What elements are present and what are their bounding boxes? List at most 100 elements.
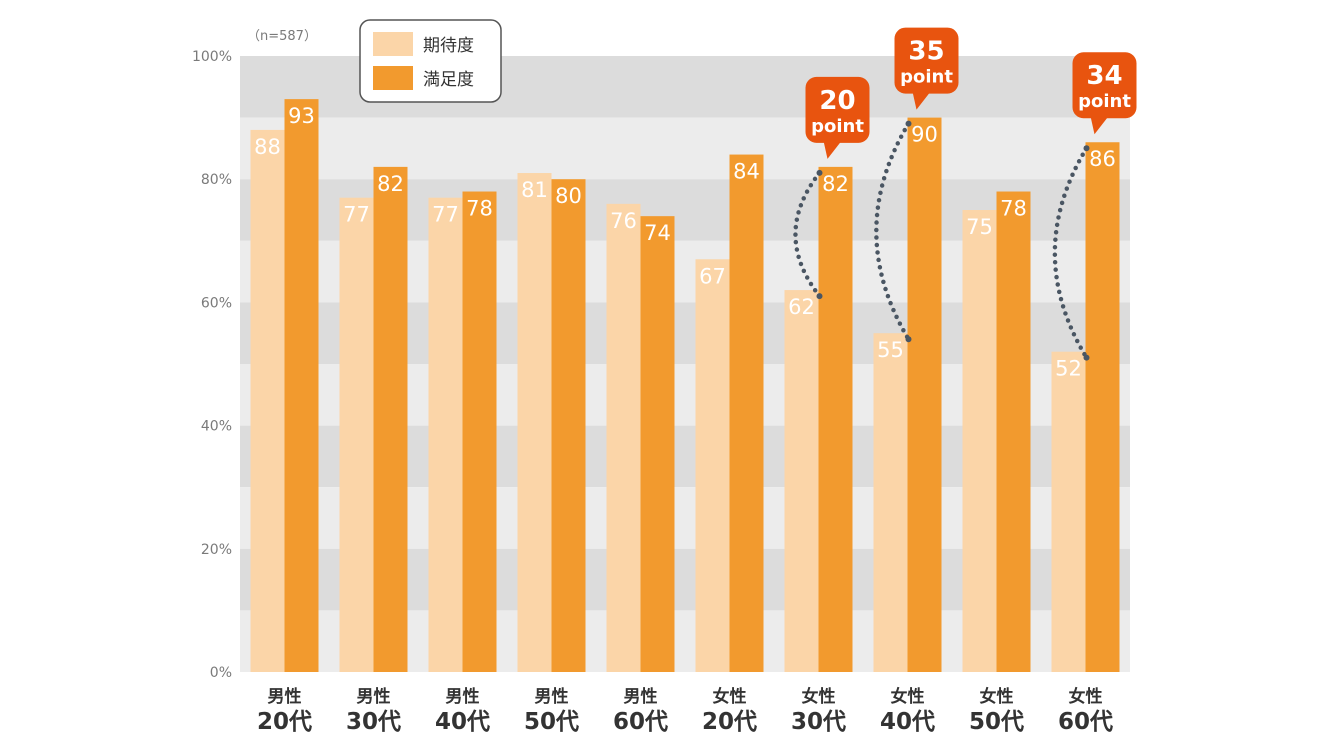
bar-satisfaction <box>462 191 497 672</box>
bar-satisfaction <box>729 154 764 672</box>
callout-unit: point <box>811 116 864 137</box>
gap-arc <box>793 170 822 299</box>
x-category-label-age: 50代 <box>969 709 1024 735</box>
data-label: 77 <box>343 203 370 227</box>
callout-unit: point <box>900 67 953 88</box>
data-label: 67 <box>699 264 726 288</box>
callout-tail <box>912 91 931 110</box>
callout-number: 34 <box>1086 61 1122 91</box>
data-label: 77 <box>432 203 459 227</box>
legend: 期待度 満足度 <box>359 19 502 103</box>
data-label: 62 <box>788 295 815 319</box>
bar-expectation <box>1051 351 1086 672</box>
y-tick-label: 40% <box>201 419 232 435</box>
callout-bubble <box>1072 52 1137 119</box>
y-tick-label: 80% <box>201 172 232 188</box>
bar-satisfaction <box>818 166 853 672</box>
bar-expectation <box>873 333 908 672</box>
legend-swatch-expectation <box>373 32 413 56</box>
gap-arc-end <box>816 293 823 300</box>
x-category-label-age: 30代 <box>346 709 401 735</box>
bar-groups: 88 93 77 82 77 78 81 80 76 74 67 84 62 82 55 90 75 78 52 86 <box>250 99 1120 673</box>
bar-expectation <box>962 210 997 672</box>
bar-satisfaction <box>640 216 675 672</box>
data-label: 88 <box>254 135 281 159</box>
data-label: 75 <box>966 215 993 239</box>
y-tick-label: 100% <box>192 49 232 65</box>
x-category-label-gender: 男性 <box>624 686 658 707</box>
data-label: 90 <box>911 123 938 147</box>
callout-bubble <box>805 76 870 143</box>
callout-unit: point <box>1078 91 1131 112</box>
bar-expectation <box>517 173 552 673</box>
x-category-label-gender: 女性 <box>713 686 747 707</box>
x-category-label-age: 40代 <box>880 709 935 735</box>
y-axis: 0% 20% 40% 60% 80% 100% <box>192 49 232 681</box>
data-label: 81 <box>521 178 548 202</box>
bar-expectation <box>339 197 374 672</box>
gap-arc-end <box>905 336 912 343</box>
legend-swatch-satisfaction <box>373 66 413 90</box>
x-category-label-age: 30代 <box>791 709 846 735</box>
gap-arcs <box>793 120 1090 361</box>
data-label: 93 <box>288 104 315 128</box>
x-category-label-gender: 男性 <box>446 686 480 707</box>
data-label: 82 <box>377 172 404 196</box>
gap-arc <box>874 121 911 342</box>
x-category-label-gender: 女性 <box>980 686 1014 707</box>
x-category-label-gender: 女性 <box>802 686 836 707</box>
data-label: 74 <box>644 221 671 245</box>
data-label: 86 <box>1089 147 1116 171</box>
x-category-label-age: 60代 <box>1058 709 1113 735</box>
gap-arc-end <box>1083 354 1090 361</box>
bar-expectation <box>695 259 730 672</box>
data-label: 78 <box>466 197 493 221</box>
x-category-label-age: 40代 <box>435 709 490 735</box>
bar-satisfaction <box>284 99 319 673</box>
bar-satisfaction <box>996 191 1031 672</box>
data-label: 82 <box>822 172 849 196</box>
y-tick-label: 20% <box>201 542 232 558</box>
data-label: 80 <box>555 184 582 208</box>
bar-satisfaction <box>551 179 586 672</box>
data-label: 84 <box>733 160 760 184</box>
x-category-label-age: 20代 <box>257 709 312 735</box>
bar-satisfaction <box>373 166 408 672</box>
gap-arc-end <box>905 120 912 127</box>
sample-size-note: （n=587） <box>247 29 317 44</box>
x-category-label-gender: 男性 <box>535 686 569 707</box>
data-label: 52 <box>1055 357 1082 381</box>
callout-tail <box>823 140 842 159</box>
callout-bubble <box>894 27 959 94</box>
callout-number: 35 <box>908 37 944 67</box>
x-category-label-gender: 女性 <box>891 686 925 707</box>
bar-expectation <box>428 197 463 672</box>
x-axis: 男性20代男性30代男性40代男性50代男性60代女性20代女性30代女性40代… <box>257 686 1113 735</box>
gap-arc <box>1052 145 1089 360</box>
callout-number: 20 <box>819 86 855 116</box>
data-label: 78 <box>1000 197 1027 221</box>
data-label: 76 <box>610 209 637 233</box>
y-tick-label: 0% <box>210 665 232 681</box>
bar-expectation <box>606 203 641 672</box>
x-category-label-gender: 女性 <box>1069 686 1103 707</box>
bar-expectation <box>250 129 285 673</box>
gap-arc-end <box>1083 145 1090 152</box>
x-category-label-gender: 男性 <box>268 686 302 707</box>
x-category-label-age: 50代 <box>524 709 579 735</box>
gap-arc-end <box>816 169 823 176</box>
bar-satisfaction <box>907 117 942 673</box>
x-category-label-gender: 男性 <box>357 686 391 707</box>
bar-expectation <box>784 290 819 672</box>
y-tick-label: 60% <box>201 295 232 311</box>
bar-satisfaction <box>1085 142 1120 673</box>
data-label: 55 <box>877 338 904 362</box>
x-category-label-age: 60代 <box>613 709 668 735</box>
legend-label-expectation: 期待度 <box>423 36 474 56</box>
callout-tail <box>1090 116 1109 135</box>
